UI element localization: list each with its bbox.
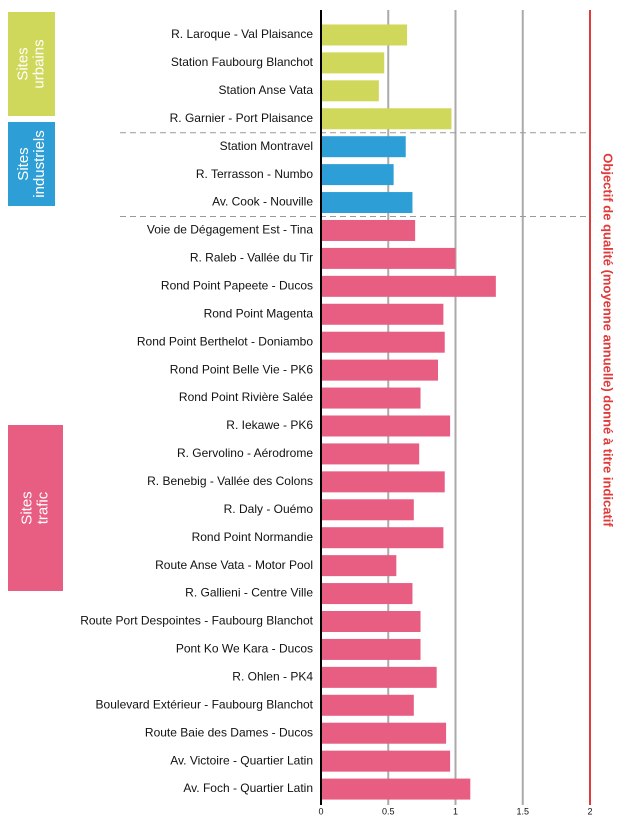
y-tick-label: Rond Point Papeete - Ducos (161, 279, 313, 293)
y-tick-label: Rond Point Normandie (192, 530, 314, 544)
y-tick-label: Av. Foch - Quartier Latin (183, 781, 313, 795)
y-tick-label: R. Ohlen - PK4 (232, 670, 313, 684)
y-tick-label: R. Garnier - Port Plaisance (170, 111, 314, 125)
group-label: Sites trafic (18, 491, 52, 525)
group-legend: Sites urbains (8, 12, 55, 116)
bar (321, 722, 447, 744)
bar (321, 666, 437, 688)
bar (321, 331, 445, 353)
y-tick-label: Av. Victoire - Quartier Latin (170, 753, 313, 767)
y-tick-label: R. Iekawe - PK6 (226, 418, 313, 432)
bar (321, 638, 421, 660)
x-tick-label: 1.5 (516, 806, 529, 816)
x-tick-label: 0 (318, 806, 323, 816)
bar (321, 499, 414, 521)
y-tick-label: Route Baie des Dames - Ducos (145, 725, 313, 739)
objective-label: Objectif de qualité (moyenne annuelle) d… (601, 153, 616, 527)
bar (321, 136, 406, 158)
bar (321, 387, 421, 409)
bar (321, 471, 445, 493)
group-legend: Sites industriels (8, 122, 55, 206)
bar (321, 247, 456, 269)
x-tick-label: 0.5 (382, 806, 395, 816)
bar (321, 750, 451, 772)
bar (321, 108, 452, 130)
bar (321, 164, 394, 186)
bar (321, 275, 496, 297)
y-tick-label: Rond Point Berthelot - Doniambo (137, 334, 313, 348)
y-tick-label: Voie de Dégagement Est - Tina (147, 223, 313, 237)
bar (321, 52, 385, 74)
x-tick-label: 2 (587, 806, 592, 816)
y-tick-label: Route Anse Vata - Motor Pool (155, 558, 313, 572)
bar (321, 219, 416, 241)
bar (321, 415, 451, 437)
x-tick-label: 1 (453, 806, 458, 816)
y-tick-label: Av. Cook - Nouville (212, 195, 313, 209)
y-tick-label: R. Raleb - Vallée du Tir (190, 251, 313, 265)
bar (321, 192, 413, 214)
bar (321, 359, 439, 381)
bar (321, 527, 444, 549)
y-tick-label: Rond Point Rivière Salée (179, 390, 313, 404)
bar (321, 778, 471, 800)
y-tick-label: R. Daly - Ouémo (224, 502, 314, 516)
y-tick-label: Pont Ko We Kara - Ducos (176, 642, 313, 656)
bar (321, 610, 421, 632)
y-tick-label: Route Port Despointes - Faubourg Blancho… (80, 614, 313, 628)
bar (321, 555, 397, 577)
y-tick-label: R. Terrasson - Numbo (196, 167, 313, 181)
y-tick-label: R. Laroque - Val Plaisance (171, 27, 313, 41)
y-tick-label: Rond Point Magenta (204, 306, 314, 320)
bar (321, 583, 413, 605)
group-label: Sites industriels (14, 130, 48, 198)
y-tick-label: R. Gervolino - Aérodrome (177, 446, 313, 460)
bar (321, 443, 420, 465)
group-label: Sites urbains (14, 39, 48, 89)
y-tick-label: Rond Point Belle Vie - PK6 (170, 362, 314, 376)
bar (321, 694, 414, 716)
bar (321, 303, 444, 325)
bar (321, 24, 408, 46)
y-tick-label: Boulevard Extérieur - Faubourg Blanchot (96, 697, 314, 711)
y-tick-label: Station Anse Vata (218, 83, 313, 97)
group-legend: Sites trafic (8, 425, 63, 591)
y-tick-label: R. Benebig - Vallée des Colons (147, 474, 313, 488)
y-tick-label: Station Montravel (220, 139, 313, 153)
y-tick-label: R. Gallieni - Centre Ville (185, 586, 313, 600)
y-tick-label: Station Faubourg Blanchot (171, 55, 314, 69)
bar (321, 80, 379, 102)
